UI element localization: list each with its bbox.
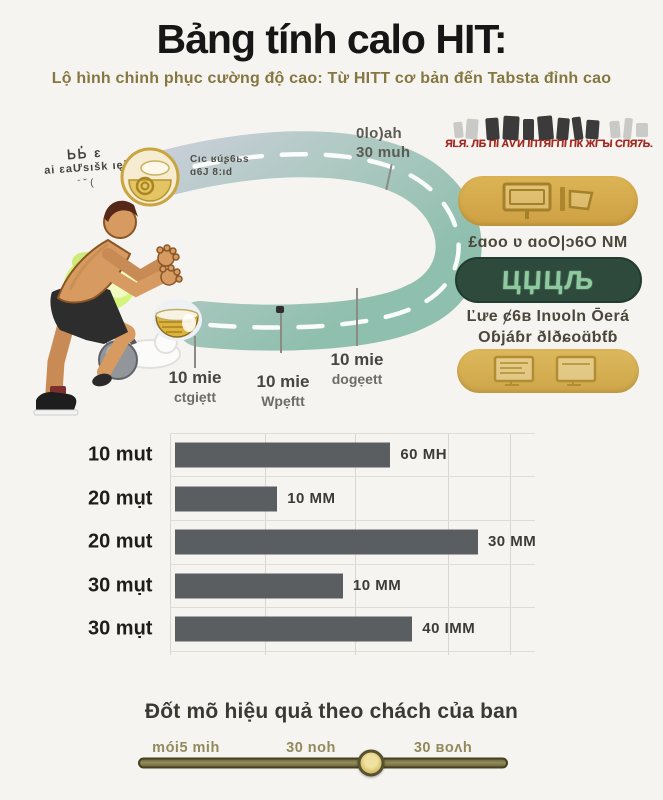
category-label: 30 mụt bbox=[88, 617, 153, 639]
gridline-horizontal bbox=[170, 476, 535, 477]
gridline-vertical bbox=[510, 433, 511, 655]
gridline-horizontal bbox=[170, 651, 535, 652]
bar: 30 MM bbox=[175, 529, 536, 554]
monitor-icons bbox=[493, 355, 597, 386]
value-label: 10 MM bbox=[287, 490, 336, 507]
slider-knob[interactable] bbox=[357, 749, 385, 777]
category-label: 20 mụt bbox=[88, 487, 153, 509]
progress-slider bbox=[138, 749, 508, 777]
slider-label-left: mói5 mih bbox=[152, 740, 220, 756]
green-button-caption: Ľưe ȼ6ʙ Inʋoln Ōerá Oɓjáɓr ðlðɕoɑ̈ƅƭɓ bbox=[438, 306, 658, 348]
bar: 60 MH bbox=[175, 442, 447, 467]
category-label: 30 mụt bbox=[88, 574, 153, 596]
duration-tag-line: 30 muh bbox=[356, 144, 411, 161]
chart-row: 30 mụt 10 MM bbox=[88, 564, 648, 607]
gold-button-monitors[interactable] bbox=[457, 349, 639, 393]
badge-label-line: ɑ6J 8:ıd bbox=[190, 167, 233, 178]
red-caption-text: ЯLЯ. ЛБ ПІ АѴИ ІПТЯГПІ ПК ЖГЪІ СПЯ7Ь. bbox=[444, 138, 654, 150]
gold-button-sign[interactable] bbox=[458, 176, 638, 226]
badge-label-line: Cıc ʁúʂ6ьs bbox=[190, 154, 250, 165]
chart-row: 10 mut 60 MH bbox=[88, 433, 648, 476]
bar-track: 10 MM bbox=[170, 477, 535, 520]
gridline-vertical bbox=[170, 433, 171, 655]
medal-badge-icon bbox=[120, 147, 180, 207]
milestone-title: 10 mie bbox=[168, 368, 222, 387]
page-title: Bảng tính calo HIT: bbox=[156, 16, 508, 62]
milestone-title: 10 mie bbox=[330, 350, 384, 369]
green-button-glyphs: ЦЏЦЉ bbox=[501, 264, 596, 295]
caption-line: Ľưe ȼ6ʙ Inʋoln Ōerá bbox=[466, 308, 630, 325]
value-label: 30 MM bbox=[487, 533, 537, 550]
sign-board-icon bbox=[502, 182, 594, 219]
gridline-horizontal bbox=[170, 607, 535, 608]
road-path-graphic bbox=[129, 131, 482, 351]
value-label: 40 IMM bbox=[422, 620, 476, 637]
bar-track: 10 MM bbox=[170, 564, 535, 607]
chart-row: 30 mụt 40 IMM bbox=[88, 607, 648, 650]
bar-track: 30 MM bbox=[170, 520, 536, 563]
milestone-title: 10 mie bbox=[256, 372, 310, 391]
milestone-pointer-line bbox=[280, 313, 282, 353]
duration-tag-line: 0lo)ah bbox=[356, 125, 402, 142]
garbled-logo-glyphs bbox=[453, 115, 648, 141]
chart-row: 20 mụt 10 MM bbox=[88, 477, 648, 520]
gridline-horizontal bbox=[170, 433, 535, 434]
value-label: 10 MM bbox=[352, 577, 402, 594]
milestone-subtitle: dogẹett bbox=[331, 371, 383, 387]
gold-bowl-icon bbox=[152, 299, 202, 341]
slider-label-center: 30 noh bbox=[286, 740, 336, 756]
category-label: 10 mut bbox=[88, 443, 153, 465]
road-duration-tag: 0lo)ah 30 muh bbox=[356, 124, 410, 162]
slider-label-right: 30 ʙoʌh bbox=[413, 740, 473, 756]
footer-heading: Đốt mõ hiệu quả theo chách của ban bbox=[144, 700, 519, 723]
gold-button-caption: £ɑoo ʋ ɑoO|ɔ6O ΝΜ bbox=[468, 234, 628, 251]
milestone-subtitle: ctgiẹtt bbox=[174, 389, 216, 405]
exercise-person-illustration bbox=[33, 200, 183, 416]
bar: 40 IMM bbox=[175, 616, 475, 641]
bar: 10 MM bbox=[175, 486, 335, 511]
milestone-dot bbox=[276, 306, 284, 313]
chart-row: 20 mut 30 MM bbox=[88, 520, 648, 563]
caption-line: Oɓjáɓr ðlðɕoɑ̈ƅƭɓ bbox=[478, 329, 618, 346]
bar-track: 40 IMM bbox=[170, 607, 535, 650]
bar: 10 MM bbox=[175, 573, 401, 598]
milestone-label-3: 10 mie dogẹett bbox=[314, 350, 400, 387]
badge-label: Cıc ʁúʂ6ьs ɑ6J 8:ıd bbox=[190, 153, 249, 179]
bar-track: 60 MH bbox=[170, 433, 535, 476]
milestone-label-2: 10 mie Wpẹftt bbox=[240, 372, 326, 409]
green-button[interactable]: ЦЏЦЉ bbox=[455, 257, 642, 303]
category-label: 20 mut bbox=[88, 530, 153, 552]
gridline-horizontal bbox=[170, 520, 535, 521]
page-subtitle: Lộ hình chinh phục cường độ cao: Từ HITT… bbox=[51, 70, 612, 87]
milestone-label-1: 10 mie ctgiẹtt bbox=[152, 368, 238, 405]
milestone-subtitle: Wpẹftt bbox=[261, 393, 305, 409]
milestone-pointer-line bbox=[356, 288, 358, 346]
gridline-horizontal bbox=[170, 564, 535, 565]
slider-track[interactable] bbox=[138, 757, 508, 769]
milestone-pointer-line bbox=[194, 336, 196, 368]
value-label: 60 MH bbox=[400, 446, 448, 463]
